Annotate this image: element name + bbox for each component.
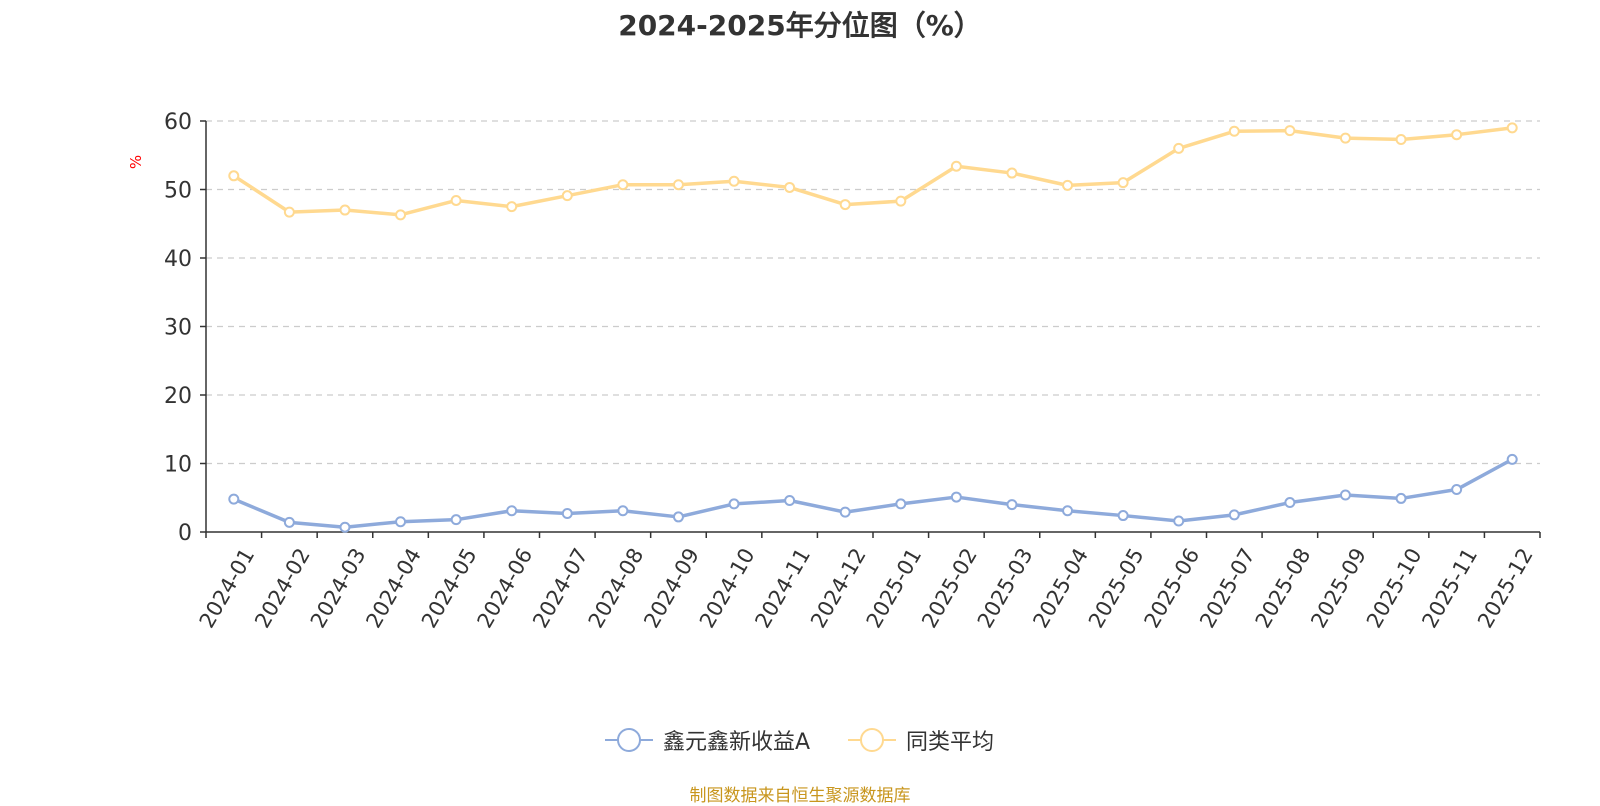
y-tick-label: 40	[164, 247, 192, 272]
legend-item-series-1[interactable]: 鑫元鑫新收益A	[605, 722, 810, 758]
series-1-point	[1062, 505, 1074, 517]
x-tick-label: 2024-02	[250, 544, 315, 632]
series-1-point	[1006, 499, 1018, 511]
y-tick-label: 0	[178, 521, 192, 546]
series-1-point	[506, 505, 518, 517]
series-line-1	[233, 457, 1514, 529]
series-2-point	[395, 209, 407, 221]
x-tick-label: 2025-08	[1251, 544, 1316, 632]
axis-layer	[200, 120, 1541, 538]
y-axis-label: %	[127, 155, 145, 169]
x-tick-label: 2024-08	[584, 544, 649, 632]
series-2-point	[1173, 142, 1185, 154]
y-tick-label: 20	[164, 384, 192, 409]
series-1-point	[784, 494, 796, 506]
legend-marker-icon	[848, 728, 896, 752]
label-layer: 01020304050602024-012024-022024-032024-0…	[127, 110, 1538, 632]
x-tick-label: 2024-01	[195, 544, 260, 632]
series-1-point	[895, 498, 907, 510]
x-tick-label: 2024-10	[695, 544, 760, 632]
series-1-point	[1284, 497, 1296, 509]
x-tick-label: 2024-12	[806, 544, 871, 632]
y-tick-label: 50	[164, 179, 192, 204]
series-1-point	[1395, 492, 1407, 504]
series-1-point	[1117, 510, 1129, 522]
x-tick-label: 2024-09	[639, 544, 704, 632]
x-tick-label: 2025-03	[973, 544, 1038, 632]
x-tick-label: 2025-07	[1195, 544, 1260, 632]
series-1-point	[728, 498, 740, 510]
series-2-point	[228, 170, 240, 182]
series-2-point	[950, 160, 962, 172]
series-1-point	[339, 521, 351, 533]
series-2-point	[1395, 133, 1407, 145]
series-1-point	[395, 516, 407, 528]
x-tick-label: 2024-11	[750, 544, 815, 632]
series-1-point	[839, 506, 851, 518]
series-2-point	[1339, 132, 1351, 144]
x-tick-label: 2024-07	[528, 544, 593, 632]
x-tick-label: 2025-05	[1084, 544, 1149, 632]
series-1-point	[1451, 484, 1463, 496]
series-1-point	[561, 508, 573, 520]
legend-item-series-2[interactable]: 同类平均	[848, 722, 994, 758]
series-line-2	[232, 126, 1513, 217]
x-tick-label: 2025-01	[862, 544, 927, 632]
series-1-point	[1339, 489, 1351, 501]
chart-title: 2024-2025年分位图（%）	[618, 9, 982, 42]
x-tick-label: 2025-12	[1473, 544, 1538, 632]
y-tick-label: 60	[164, 110, 192, 135]
series-2-point	[1284, 125, 1296, 137]
series-2-point	[561, 190, 573, 202]
x-tick-label: 2025-04	[1028, 544, 1093, 632]
source-note: 制图数据来自恒生聚源数据库	[689, 786, 911, 806]
series-2-point	[506, 201, 518, 213]
series-2-point	[895, 195, 907, 207]
series-1-point	[672, 511, 684, 523]
x-tick-label: 2024-04	[361, 544, 426, 632]
series-1-point	[1506, 453, 1518, 465]
series-2-point	[1006, 167, 1018, 179]
series-1-point	[617, 505, 629, 517]
series-2-point	[1117, 177, 1129, 189]
x-tick-label: 2024-05	[417, 544, 482, 632]
series-2-point	[1062, 179, 1074, 191]
x-tick-label: 2025-02	[917, 544, 982, 632]
series-layer	[228, 122, 1518, 533]
y-tick-label: 30	[164, 316, 192, 341]
series-2-point	[1228, 125, 1240, 137]
y-tick-label: 10	[164, 453, 192, 478]
x-tick-label: 2024-06	[473, 544, 538, 632]
series-2-point	[839, 199, 851, 211]
legend-label: 鑫元鑫新收益A	[663, 730, 811, 755]
series-2-point	[339, 204, 351, 216]
legend-marker-icon	[605, 728, 653, 752]
series-1-point	[283, 516, 295, 528]
series-2-point	[1451, 129, 1463, 141]
series-1-point	[228, 493, 240, 505]
series-1-point	[1228, 509, 1240, 521]
series-2-point	[728, 175, 740, 187]
x-tick-label: 2025-09	[1306, 544, 1371, 632]
series-2-point	[1506, 122, 1518, 134]
x-tick-label: 2025-11	[1417, 544, 1482, 632]
series-1-point	[1173, 515, 1185, 527]
legend-label: 同类平均	[906, 730, 995, 755]
series-2-point	[784, 181, 796, 193]
x-tick-label: 2025-06	[1140, 544, 1205, 632]
series-2-point	[283, 206, 295, 218]
series-2-point	[672, 179, 684, 191]
series-1-point	[450, 514, 462, 526]
series-2-point	[450, 194, 462, 206]
x-tick-label: 2025-10	[1362, 544, 1427, 632]
x-tick-label: 2024-03	[306, 544, 371, 632]
grid-layer	[206, 120, 1540, 465]
series-1-point	[950, 491, 962, 503]
series-2-point	[617, 179, 629, 191]
